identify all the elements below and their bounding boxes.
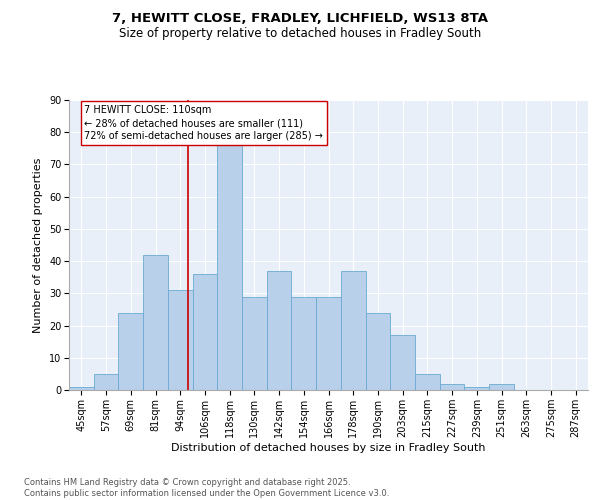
Bar: [365, 312, 390, 390]
Bar: [390, 335, 415, 390]
Y-axis label: Number of detached properties: Number of detached properties: [34, 158, 43, 332]
Bar: [316, 296, 341, 390]
Bar: [94, 374, 118, 390]
Text: 7, HEWITT CLOSE, FRADLEY, LICHFIELD, WS13 8TA: 7, HEWITT CLOSE, FRADLEY, LICHFIELD, WS1…: [112, 12, 488, 26]
Text: 7 HEWITT CLOSE: 110sqm
← 28% of detached houses are smaller (111)
72% of semi-de: 7 HEWITT CLOSE: 110sqm ← 28% of detached…: [85, 105, 323, 141]
Bar: [267, 271, 292, 390]
Bar: [193, 274, 217, 390]
Text: Contains HM Land Registry data © Crown copyright and database right 2025.
Contai: Contains HM Land Registry data © Crown c…: [24, 478, 389, 498]
Bar: [168, 290, 193, 390]
Bar: [415, 374, 440, 390]
Text: Size of property relative to detached houses in Fradley South: Size of property relative to detached ho…: [119, 28, 481, 40]
Bar: [464, 387, 489, 390]
Bar: [341, 271, 365, 390]
Bar: [440, 384, 464, 390]
Bar: [242, 296, 267, 390]
Bar: [489, 384, 514, 390]
Bar: [217, 145, 242, 390]
Bar: [292, 296, 316, 390]
Bar: [143, 254, 168, 390]
X-axis label: Distribution of detached houses by size in Fradley South: Distribution of detached houses by size …: [171, 442, 486, 452]
Bar: [118, 312, 143, 390]
Bar: [69, 387, 94, 390]
